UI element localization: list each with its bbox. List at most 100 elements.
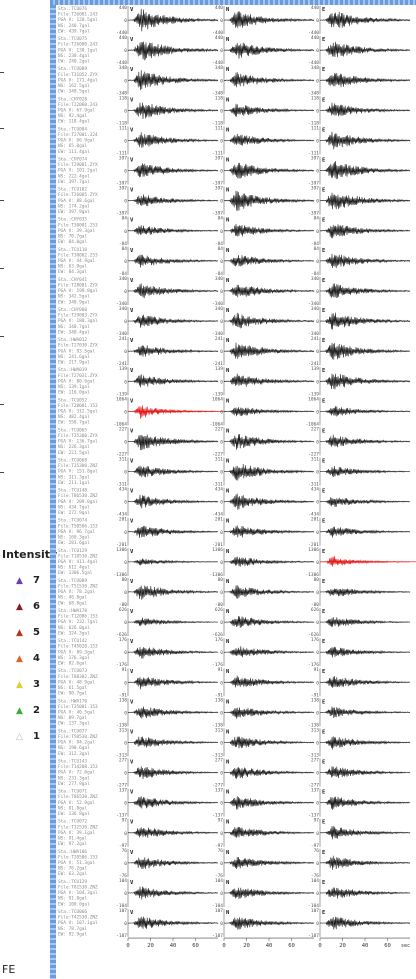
component-label: N bbox=[226, 158, 229, 164]
amplitude-min-label: -139 bbox=[116, 391, 127, 397]
amplitude-zero-label: 0 bbox=[124, 861, 127, 867]
component-label: N bbox=[226, 910, 229, 916]
amplitude-zero-label: 0 bbox=[124, 831, 127, 837]
waveform-trace bbox=[223, 284, 315, 298]
station-label-line: File:T22060.243 bbox=[58, 102, 98, 108]
waveform-trace bbox=[127, 163, 219, 178]
triangle-icon: ▲ bbox=[16, 706, 23, 716]
waveform-trace bbox=[127, 525, 219, 538]
station-label-line: NS: 160.3gal bbox=[58, 535, 90, 541]
amplitude-min-label: -340 bbox=[212, 331, 223, 337]
amplitude-zero-label: 0 bbox=[220, 590, 223, 596]
station-label-line: PGA V: 66.9gal bbox=[58, 138, 95, 144]
station-label-line: EW: 118.4gal bbox=[58, 119, 90, 125]
amplitude-max-label: 313 bbox=[311, 727, 319, 733]
station-label-line: PGA V: 107.1gal bbox=[58, 920, 98, 926]
amplitude-zero-label: 0 bbox=[316, 831, 319, 837]
station-label-line: File:T45020.153 bbox=[58, 644, 98, 650]
legend-value: 7 bbox=[33, 575, 40, 586]
station-label-line: NS: 81.8gal bbox=[58, 805, 87, 811]
amplitude-max-label: 139 bbox=[119, 366, 127, 372]
amplitude-max-label: 76 bbox=[218, 848, 224, 854]
amplitude-zero-label: 0 bbox=[316, 470, 319, 476]
station-label-line: NS: 434.7gal bbox=[58, 504, 90, 510]
amplitude-zero-label: 0 bbox=[220, 470, 223, 476]
component-label: N bbox=[226, 97, 229, 103]
x-tick-label: 40 bbox=[170, 943, 177, 949]
station-label-line: File:T26000.243 bbox=[58, 42, 98, 48]
component-label: E bbox=[322, 609, 325, 615]
component-label: N bbox=[226, 760, 229, 766]
waveform-trace bbox=[223, 103, 315, 117]
amplitude-max-label: 440 bbox=[215, 35, 223, 41]
amplitude-max-label: 340 bbox=[215, 306, 223, 312]
waveform-trace bbox=[223, 767, 315, 779]
amplitude-min-label: -397 bbox=[308, 181, 319, 187]
amplitude-max-label: 84 bbox=[218, 216, 224, 222]
amplitude-min-label: -84 bbox=[215, 241, 223, 247]
component-label: E bbox=[322, 158, 325, 164]
amplitude-max-label: 281 bbox=[119, 517, 127, 523]
waveform-trace bbox=[319, 617, 411, 627]
station-label-line: File:T28001.ZYX bbox=[58, 283, 98, 289]
amplitude-zero-label: 0 bbox=[124, 710, 127, 716]
waveform-trace bbox=[127, 225, 219, 236]
component-label: N bbox=[226, 398, 229, 404]
component-label: V bbox=[130, 338, 134, 344]
amplitude-min-label: -440 bbox=[212, 30, 223, 36]
amplitude-zero-label: 0 bbox=[220, 530, 223, 536]
station-label-line: Sta.:TCU084 bbox=[58, 126, 87, 132]
amplitude-max-label: 340 bbox=[311, 306, 319, 312]
station-label-line: Sta.:HWA019 bbox=[58, 367, 87, 373]
amplitude-max-label: 281 bbox=[311, 517, 319, 523]
legend-item: ▲ 7 bbox=[2, 574, 50, 588]
station-label-line: Sta.:TCU102 bbox=[58, 187, 87, 193]
waveform-trace bbox=[127, 132, 219, 148]
amplitude-min-label: -626 bbox=[116, 632, 127, 638]
station-label-line: Sta.:TCU077 bbox=[58, 728, 87, 734]
station-label-line: Sta.:CHY080 bbox=[58, 307, 87, 313]
legend-item: ▲ 6 bbox=[2, 600, 50, 614]
amplitude-zero-label: 0 bbox=[316, 500, 319, 506]
amplitude-min-label: -440 bbox=[308, 60, 319, 66]
amplitude-min-label: -281 bbox=[308, 542, 319, 548]
amplitude-max-label: 76 bbox=[314, 848, 320, 854]
station-label-line: Sta.:TCU068 bbox=[58, 458, 87, 464]
side-tick bbox=[0, 72, 4, 73]
amplitude-zero-label: 0 bbox=[124, 530, 127, 536]
amplitude-zero-label: 0 bbox=[316, 740, 319, 746]
station-label-line: Sta.:TCU142 bbox=[58, 638, 87, 644]
component-label: V bbox=[130, 67, 134, 73]
station-label-line: PGA V: 94.2gal bbox=[58, 740, 95, 746]
amplitude-min-label: -76 bbox=[215, 873, 223, 879]
station-label-line: PGA V: 130.1gal bbox=[58, 47, 98, 53]
amplitude-zero-label: 0 bbox=[220, 229, 223, 235]
amplitude-min-label: -84 bbox=[119, 241, 127, 247]
waveform-trace bbox=[223, 463, 315, 481]
amplitude-max-label: 84 bbox=[218, 246, 224, 252]
component-label: E bbox=[322, 820, 325, 826]
amplitude-max-label: 176 bbox=[119, 637, 127, 643]
amplitude-max-label: 137 bbox=[215, 788, 223, 794]
station-label-line: PGA V: 151.8gal bbox=[58, 469, 98, 475]
amplitude-max-label: 111 bbox=[215, 125, 223, 131]
waveform-trace bbox=[127, 494, 219, 509]
amplitude-zero-label: 0 bbox=[316, 710, 319, 716]
station-label-line: File:T50506.153 bbox=[58, 523, 98, 529]
station-label-line: File:T30002.253 bbox=[58, 252, 98, 258]
component-label: V bbox=[130, 248, 134, 254]
station-label-line: PGA V: 96.7gal bbox=[58, 529, 95, 535]
station-label-line: PGA V: 89.3gal bbox=[58, 649, 95, 655]
component-label: N bbox=[226, 489, 229, 495]
station-label-line: File:T51530.ZNZ bbox=[58, 584, 98, 590]
component-label: E bbox=[322, 308, 325, 314]
component-label: E bbox=[322, 699, 325, 705]
station-label-line: File:T26005.ZYX bbox=[58, 192, 98, 198]
amplitude-zero-label: 0 bbox=[220, 680, 223, 686]
station-label-line: EW: 281.6gal bbox=[58, 540, 90, 546]
component-label: N bbox=[226, 278, 229, 284]
amplitude-min-label: -626 bbox=[212, 632, 223, 638]
amplitude-zero-label: 0 bbox=[124, 229, 127, 235]
component-label: E bbox=[322, 459, 325, 465]
amplitude-zero-label: 0 bbox=[220, 500, 223, 506]
